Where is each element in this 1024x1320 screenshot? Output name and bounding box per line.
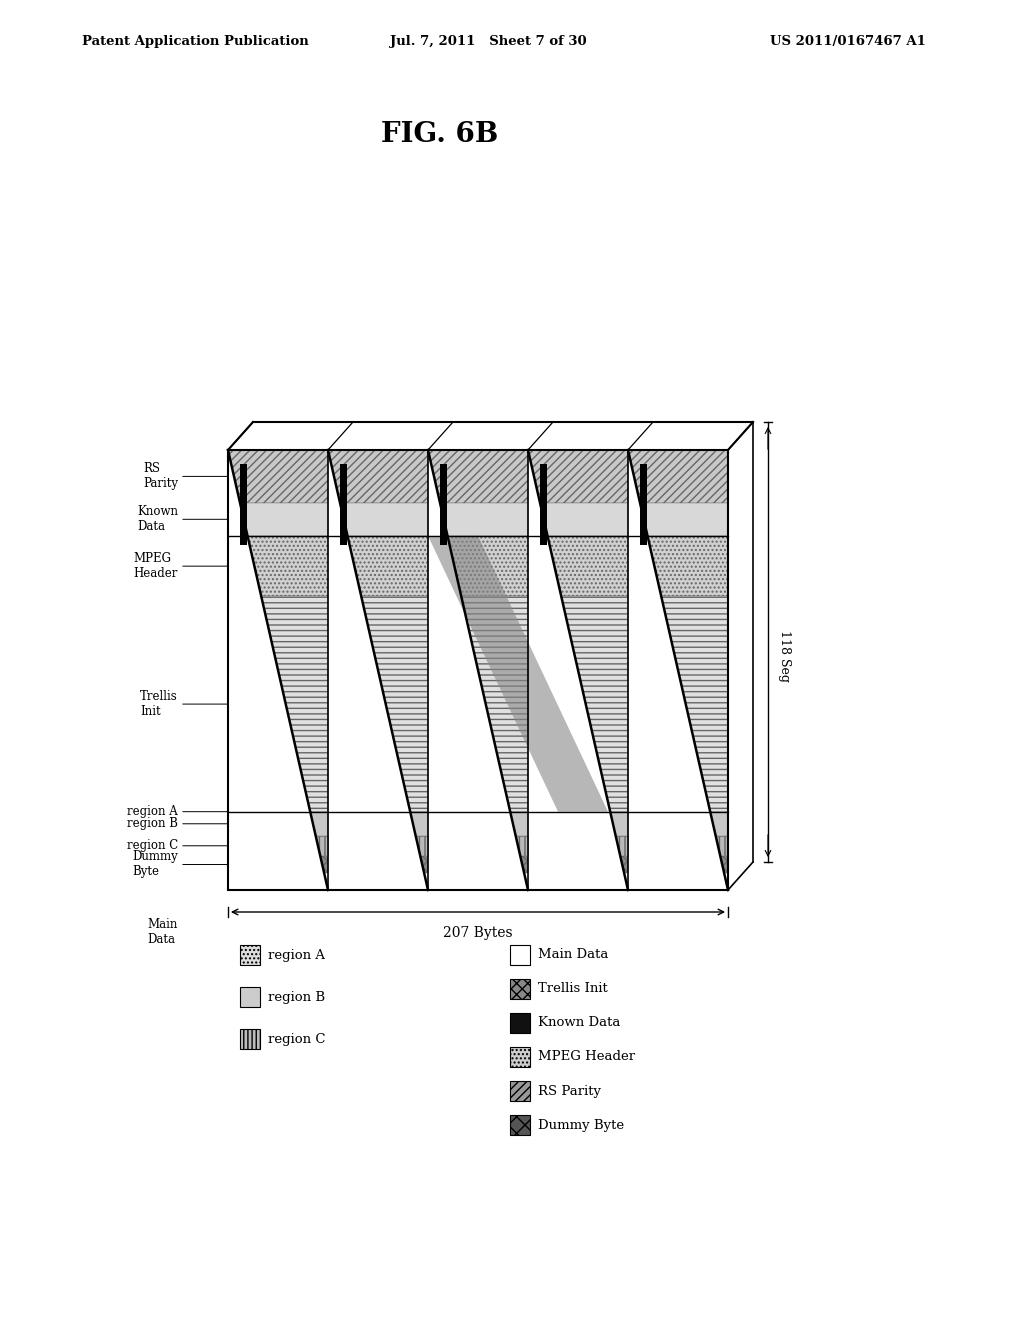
Bar: [510, 945, 530, 965]
Polygon shape: [461, 597, 528, 812]
Text: 118 Seg: 118 Seg: [778, 630, 791, 682]
Bar: [240, 945, 260, 965]
Polygon shape: [248, 536, 328, 597]
Text: Trellis
Init: Trellis Init: [140, 690, 178, 718]
Polygon shape: [647, 536, 728, 597]
Bar: [228, 503, 728, 536]
Bar: [228, 836, 728, 855]
Polygon shape: [416, 836, 428, 855]
Polygon shape: [711, 812, 728, 836]
Text: RS
Parity: RS Parity: [143, 462, 178, 491]
Bar: [510, 1012, 530, 1034]
Polygon shape: [340, 503, 428, 536]
Polygon shape: [720, 855, 728, 874]
Polygon shape: [310, 812, 328, 836]
Text: Main Data: Main Data: [538, 949, 608, 961]
Polygon shape: [528, 450, 628, 503]
Bar: [640, 465, 647, 545]
Bar: [228, 597, 728, 812]
Polygon shape: [315, 836, 328, 855]
Bar: [240, 1030, 260, 1049]
Text: Dummy
Byte: Dummy Byte: [132, 850, 178, 879]
Text: region A: region A: [268, 949, 325, 961]
Bar: [540, 465, 547, 545]
Polygon shape: [321, 855, 328, 874]
Text: Dummy Byte: Dummy Byte: [538, 1118, 624, 1131]
Bar: [228, 450, 728, 503]
Polygon shape: [361, 597, 428, 812]
Text: Patent Application Publication: Patent Application Publication: [82, 36, 309, 49]
Polygon shape: [510, 812, 528, 836]
Bar: [340, 465, 347, 545]
Polygon shape: [228, 450, 328, 503]
Polygon shape: [528, 450, 628, 890]
Polygon shape: [228, 450, 328, 890]
Polygon shape: [561, 597, 628, 812]
Polygon shape: [615, 836, 628, 855]
Polygon shape: [261, 597, 328, 812]
Bar: [240, 465, 247, 545]
Bar: [510, 1081, 530, 1101]
Polygon shape: [411, 812, 428, 836]
Bar: [240, 987, 260, 1007]
Polygon shape: [628, 450, 728, 890]
Text: FIG. 6B: FIG. 6B: [381, 121, 499, 149]
Polygon shape: [428, 450, 528, 503]
Polygon shape: [428, 450, 528, 890]
Polygon shape: [440, 503, 528, 536]
Text: region A: region A: [127, 805, 178, 818]
Text: US 2011/0167467 A1: US 2011/0167467 A1: [770, 36, 926, 49]
Bar: [228, 450, 728, 890]
Polygon shape: [621, 855, 628, 874]
Text: Main
Data: Main Data: [147, 917, 178, 946]
Text: region C: region C: [127, 840, 178, 853]
Bar: [228, 450, 728, 890]
Polygon shape: [548, 536, 628, 597]
Text: Known Data: Known Data: [538, 1016, 621, 1030]
Polygon shape: [516, 836, 528, 855]
Bar: [228, 874, 728, 890]
Bar: [510, 979, 530, 999]
Bar: [510, 1047, 530, 1067]
Text: Trellis Init: Trellis Init: [538, 982, 608, 995]
Polygon shape: [428, 536, 608, 812]
Polygon shape: [610, 812, 628, 836]
Text: Known
Data: Known Data: [137, 506, 178, 533]
Polygon shape: [716, 836, 728, 855]
Bar: [440, 465, 447, 545]
Polygon shape: [420, 855, 428, 874]
Bar: [510, 1115, 530, 1135]
Text: 207 Bytes: 207 Bytes: [443, 927, 513, 940]
Text: Jul. 7, 2011   Sheet 7 of 30: Jul. 7, 2011 Sheet 7 of 30: [390, 36, 587, 49]
Text: MPEG
Header: MPEG Header: [133, 552, 178, 581]
Polygon shape: [328, 450, 428, 503]
Bar: [228, 536, 728, 597]
Polygon shape: [520, 855, 528, 874]
Text: region C: region C: [268, 1032, 326, 1045]
Bar: [228, 812, 728, 836]
Polygon shape: [540, 503, 628, 536]
Text: RS Parity: RS Parity: [538, 1085, 601, 1097]
Bar: [228, 450, 728, 890]
Polygon shape: [628, 450, 728, 503]
Polygon shape: [347, 536, 428, 597]
Text: region B: region B: [268, 990, 326, 1003]
Polygon shape: [328, 450, 428, 890]
Polygon shape: [662, 597, 728, 812]
Polygon shape: [447, 536, 528, 597]
Polygon shape: [240, 503, 328, 536]
Text: region B: region B: [127, 817, 178, 830]
Bar: [228, 855, 728, 874]
Polygon shape: [640, 503, 728, 536]
Text: MPEG Header: MPEG Header: [538, 1051, 635, 1064]
